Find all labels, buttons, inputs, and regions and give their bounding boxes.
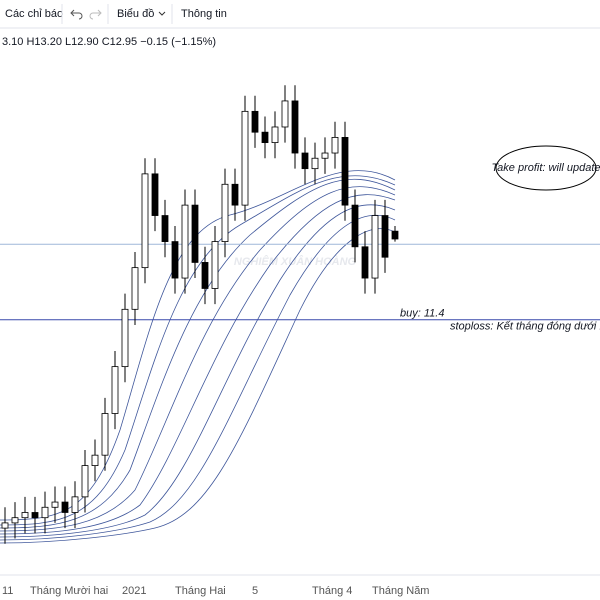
ma-line bbox=[0, 186, 396, 532]
candle-body bbox=[391, 230, 399, 240]
candle-body bbox=[51, 501, 59, 508]
candle-body bbox=[281, 100, 289, 128]
candle-body bbox=[81, 465, 89, 498]
ma-line bbox=[0, 214, 396, 541]
time-axis-label: 11 bbox=[2, 585, 13, 597]
candle-body bbox=[151, 173, 159, 216]
time-axis-label: Tháng Hai bbox=[175, 585, 226, 597]
candle-body bbox=[361, 246, 369, 279]
ma-line bbox=[0, 178, 396, 529]
time-axis-label: Tháng 4 bbox=[312, 585, 352, 597]
take-profit-bubble bbox=[495, 145, 597, 191]
candle-body bbox=[291, 100, 299, 154]
candle-body bbox=[341, 136, 349, 206]
chevron bbox=[158, 11, 166, 16]
candle-body bbox=[191, 204, 199, 263]
candle-body bbox=[321, 152, 329, 159]
candle-body bbox=[1, 522, 9, 529]
candle-body bbox=[91, 454, 99, 466]
undo-button[interactable] bbox=[70, 9, 83, 20]
candle-body bbox=[181, 204, 189, 279]
indicators-button[interactable]: Các chỉ báo bbox=[5, 8, 63, 20]
take-profit-label: Take profit: will update bbox=[491, 162, 600, 174]
candle-body bbox=[101, 413, 109, 456]
info-button[interactable]: Thông tin bbox=[181, 8, 227, 20]
candle-body bbox=[121, 308, 129, 368]
candle-body bbox=[261, 131, 269, 144]
candle-body bbox=[171, 241, 179, 279]
candle-body bbox=[241, 110, 249, 206]
candle-body bbox=[161, 215, 169, 242]
candle-body bbox=[311, 157, 319, 170]
candle-body bbox=[111, 366, 119, 414]
toolbar: Các chỉ báo Biểu đồ Thông tin bbox=[0, 4, 600, 29]
watermark: NGHIÊM XUÂN HOÀNG bbox=[234, 255, 357, 268]
buy-label: buy: 11.4 bbox=[400, 308, 444, 320]
candle-body bbox=[11, 517, 19, 524]
redo-button[interactable] bbox=[89, 9, 102, 20]
chart-button[interactable]: Biểu đồ bbox=[117, 8, 154, 20]
candle-body bbox=[211, 241, 219, 289]
ma-line bbox=[0, 204, 396, 538]
candle-body bbox=[231, 183, 239, 206]
time-axis-label: 2021 bbox=[122, 585, 146, 597]
ohlc-legend: 3.10 H13.20 L12.90 C12.95 −0.15 (−1.15%) bbox=[2, 36, 216, 48]
candle-body bbox=[131, 267, 139, 310]
candle-body bbox=[381, 215, 389, 258]
candle-body bbox=[371, 215, 379, 279]
candle-body bbox=[61, 501, 69, 513]
candle-body bbox=[141, 173, 149, 269]
candle-body bbox=[41, 506, 49, 519]
time-axis-label: Tháng Năm bbox=[372, 585, 429, 597]
stoploss-label: stoploss: Kết tháng đóng dưới 11.4 => th… bbox=[450, 321, 600, 333]
candle-body bbox=[31, 512, 39, 519]
time-axis-label: Tháng Mười hai bbox=[30, 585, 108, 597]
candle-body bbox=[301, 152, 309, 170]
candle-body bbox=[71, 496, 79, 513]
candle-body bbox=[271, 126, 279, 144]
candle-body bbox=[331, 136, 339, 154]
candle-body bbox=[201, 262, 209, 289]
candle-body bbox=[221, 183, 229, 242]
time-axis-label: 5 bbox=[252, 585, 258, 597]
ma-line bbox=[0, 194, 396, 535]
candle-body bbox=[351, 204, 359, 248]
candle-body bbox=[251, 110, 259, 133]
candle-body bbox=[21, 512, 29, 519]
